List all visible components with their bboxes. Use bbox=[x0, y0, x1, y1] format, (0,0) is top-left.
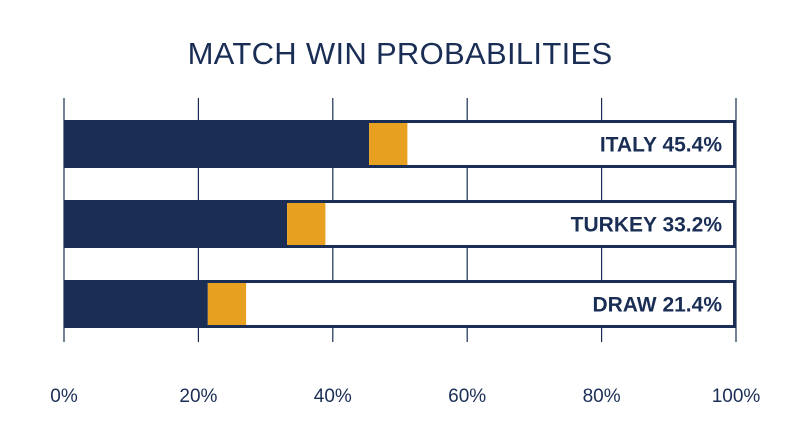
bar-label-draw: DRAW 21.4% bbox=[592, 294, 722, 317]
bar-label-italy: ITALY 45.4% bbox=[600, 134, 723, 157]
bars bbox=[64, 120, 736, 328]
x-tick-label: 60% bbox=[448, 386, 486, 407]
bar-border bbox=[64, 280, 736, 328]
chart-title: MATCH WIN PROBABILITIES bbox=[187, 36, 613, 71]
x-tick-label: 100% bbox=[712, 386, 761, 407]
bar-draw bbox=[64, 280, 208, 328]
bar-highlight bbox=[207, 280, 247, 328]
x-tick-label: 20% bbox=[179, 386, 217, 407]
x-tick-label: 80% bbox=[583, 386, 621, 407]
bar-labels: ITALY 45.4% TURKEY 33.2% DRAW 21.4% bbox=[571, 134, 723, 317]
bar-highlight bbox=[369, 120, 408, 168]
bar-highlight bbox=[287, 200, 326, 248]
bar-border bbox=[64, 120, 736, 168]
bar-italy bbox=[64, 120, 370, 168]
x-tick-label: 40% bbox=[314, 386, 352, 407]
x-tick-label: 0% bbox=[50, 386, 78, 407]
bar-label-turkey: TURKEY 33.2% bbox=[571, 214, 723, 237]
bar-turkey bbox=[64, 200, 288, 248]
x-axis-ticks: 0% 20% 40% 60% 80% 100% bbox=[50, 386, 760, 407]
bar-border bbox=[64, 200, 736, 248]
